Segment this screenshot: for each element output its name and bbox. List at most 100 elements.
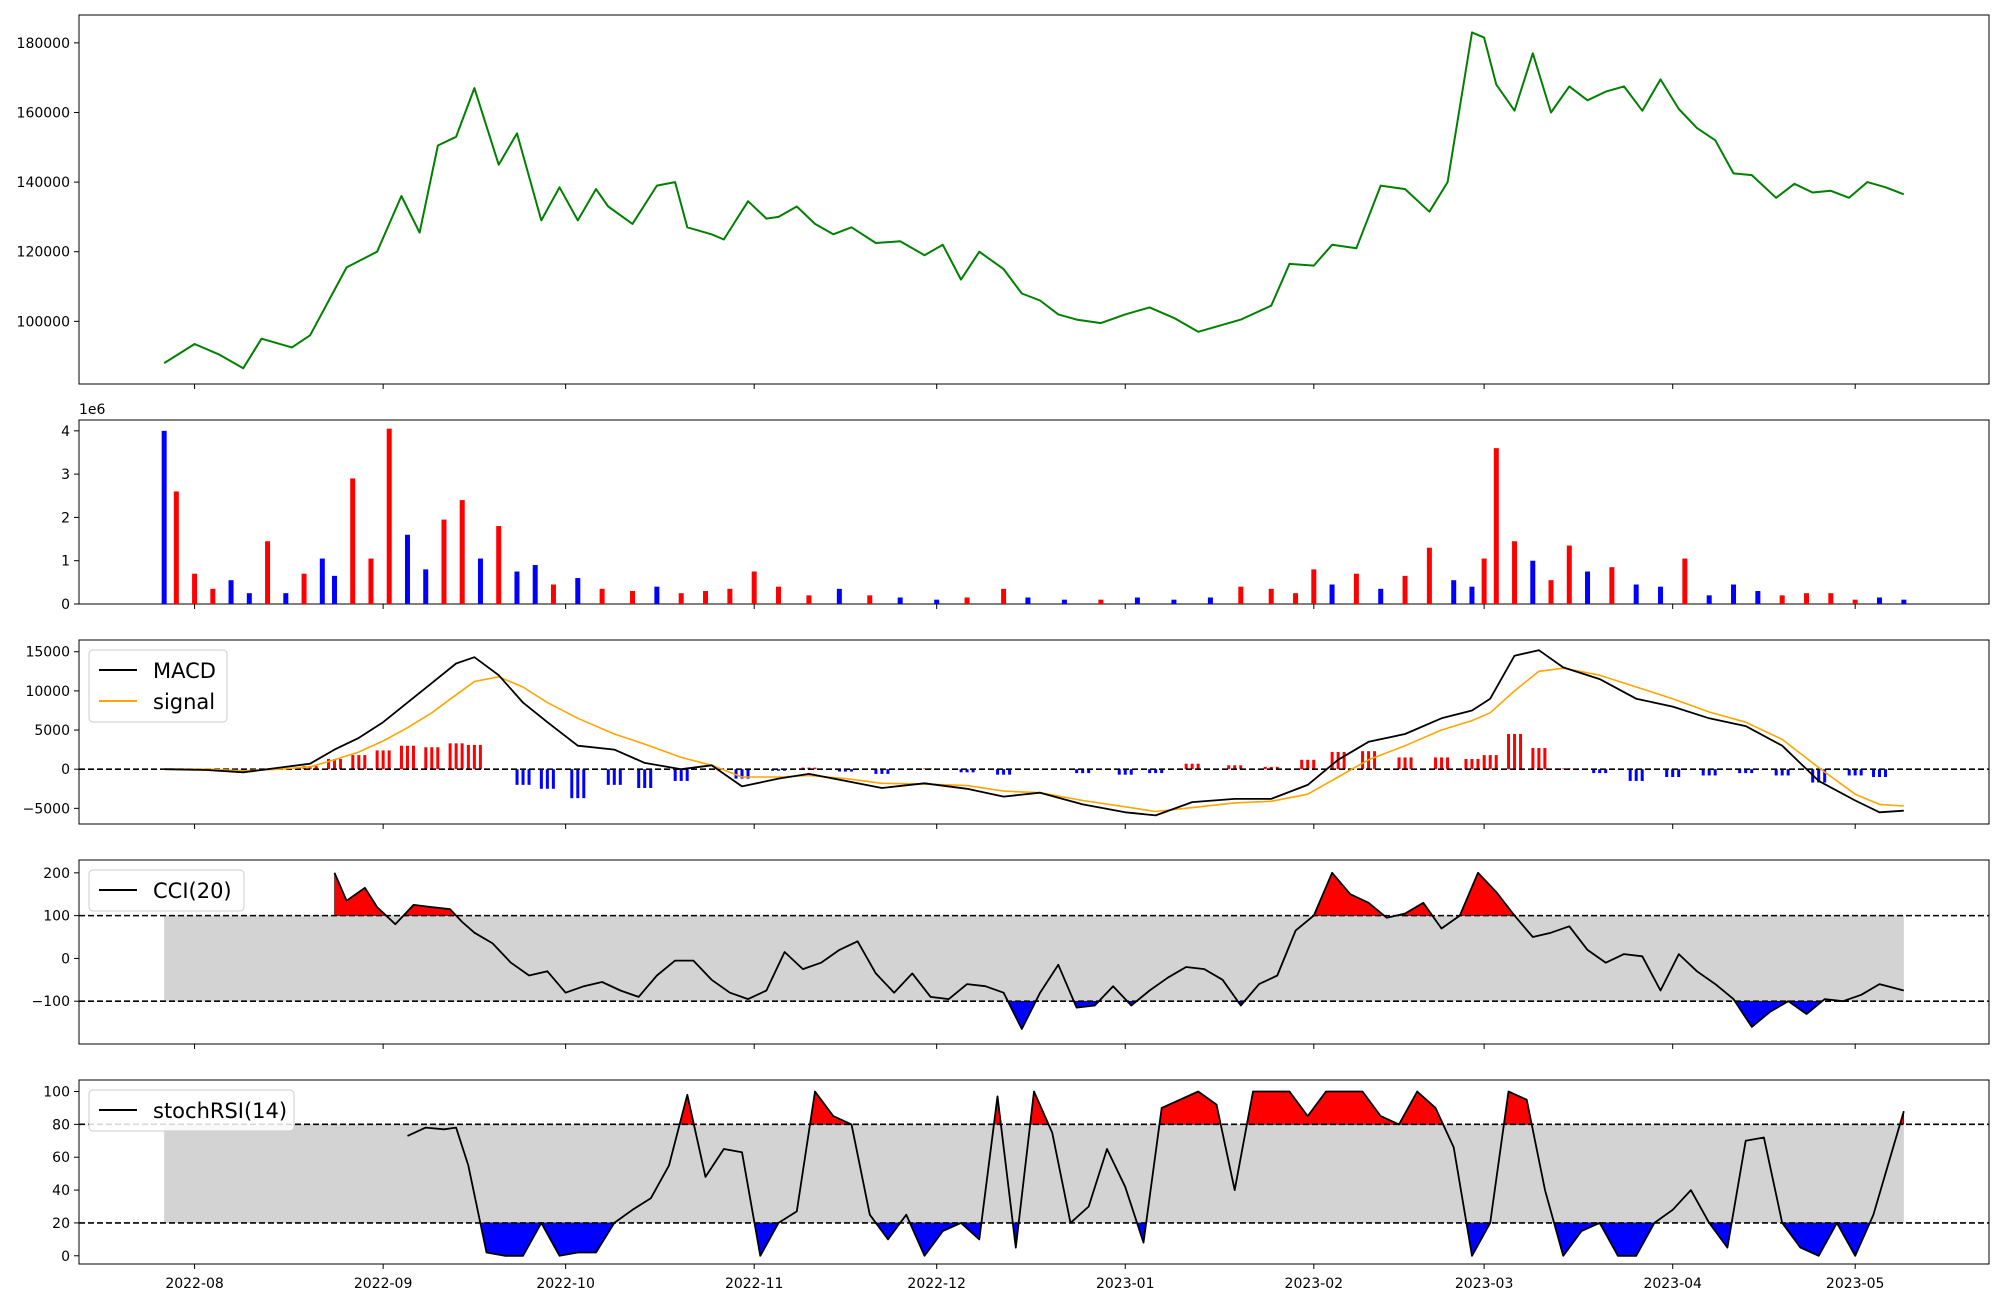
volume-bar — [1755, 591, 1761, 604]
volume-bar — [678, 593, 684, 604]
volume-bar — [1402, 575, 1408, 604]
volume-bar — [192, 573, 198, 604]
histogram-bar — [472, 744, 476, 770]
volume-bar — [246, 593, 252, 604]
histogram-bar — [1598, 769, 1602, 774]
volume-bar — [1451, 580, 1457, 604]
histogram-bar — [411, 745, 415, 770]
histogram-bar — [576, 769, 580, 799]
histogram-bar — [460, 743, 464, 770]
histogram-bar — [996, 769, 1000, 775]
histogram-bar — [1707, 769, 1711, 776]
y-tick-label: 4 — [61, 424, 70, 440]
volume-bar — [703, 591, 709, 604]
histogram-bar — [1087, 769, 1091, 774]
histogram-bar — [478, 744, 482, 770]
volume-bar — [1658, 586, 1664, 604]
histogram-bar — [1434, 757, 1438, 770]
histogram-bar — [1774, 769, 1778, 776]
volume-bar — [897, 597, 903, 604]
volume-bar — [550, 584, 556, 604]
volume-bar — [1731, 584, 1737, 604]
histogram-bar — [1884, 769, 1888, 778]
price-line — [163, 31, 1905, 370]
y-tick-label: −5000 — [23, 801, 70, 817]
histogram-bar — [1519, 733, 1523, 770]
histogram-bar — [332, 759, 336, 770]
panel-frame — [78, 859, 1990, 1045]
volume-bar — [1098, 599, 1104, 604]
volume-bar — [1311, 569, 1317, 604]
histogram-bar — [1628, 769, 1632, 781]
volume-bar — [1171, 599, 1177, 604]
histogram-bar — [1507, 733, 1511, 770]
volume-bar — [441, 519, 447, 604]
volume-bar — [1901, 599, 1907, 604]
histogram-bar — [612, 769, 616, 785]
stochrsi-line — [407, 1090, 1905, 1257]
histogram-bar — [515, 769, 519, 785]
histogram-bar — [886, 769, 890, 774]
volume-bar — [575, 578, 581, 604]
volume-bar — [1512, 541, 1518, 604]
volume-bar — [1706, 595, 1712, 604]
volume-bar — [599, 588, 605, 604]
histogram-bar — [448, 743, 452, 770]
volume-bar — [964, 597, 970, 604]
volume-bar — [331, 575, 337, 604]
histogram-bar — [1184, 763, 1188, 770]
histogram-bar — [521, 769, 525, 785]
histogram-bar — [387, 750, 391, 770]
histogram-bar — [1196, 763, 1200, 770]
histogram-bar — [1464, 759, 1468, 770]
volume-bar — [514, 571, 520, 604]
legend-label: signal — [153, 690, 215, 714]
histogram-bar — [1075, 769, 1079, 774]
histogram-bar — [1823, 769, 1827, 783]
histogram-bar — [874, 769, 878, 774]
volume-bar — [1238, 586, 1244, 604]
volume-bar — [1293, 593, 1299, 604]
histogram-bar — [405, 745, 409, 770]
x-tick-label: 2022-11 — [725, 1276, 784, 1292]
histogram-bar — [618, 769, 622, 785]
y-tick-label: 180000 — [17, 36, 70, 52]
volume-bar — [173, 491, 179, 604]
legend-box — [88, 649, 228, 723]
histogram-bar — [1008, 769, 1012, 775]
volume-bar — [1779, 595, 1785, 604]
volume-bar — [477, 558, 483, 604]
histogram-bar — [1342, 751, 1346, 770]
histogram-bar — [1853, 769, 1857, 776]
histogram-bar — [314, 766, 318, 770]
x-tick-label: 2022-09 — [354, 1276, 413, 1292]
histogram-bar — [1494, 755, 1498, 770]
volume-bar — [1633, 584, 1639, 604]
date-axis: 2022-08 2022-09 2022-10 2022-11 2022-12 2023-… — [165, 1276, 1884, 1292]
histogram-bar — [1397, 757, 1401, 770]
macd-line — [164, 649, 1904, 817]
histogram-bar — [1531, 748, 1535, 770]
histogram-bar — [430, 747, 434, 770]
y-tick-label: 140000 — [17, 175, 70, 191]
histogram-bar — [1117, 769, 1121, 775]
histogram-bar — [326, 759, 330, 770]
x-tick-label: 2022-10 — [536, 1276, 595, 1292]
histogram-bar — [1129, 769, 1133, 775]
histogram-bar — [1701, 769, 1705, 776]
histogram-bar — [746, 769, 750, 779]
y-tick-label: 15000 — [25, 645, 70, 661]
volume-bar — [1134, 597, 1140, 604]
x-tick-label: 2022-12 — [907, 1276, 966, 1292]
volume-bar — [1353, 573, 1359, 604]
legend-box — [88, 1089, 295, 1132]
histogram-bar — [673, 769, 677, 781]
x-tick-label: 2022-08 — [165, 1276, 224, 1292]
histogram-bar — [1403, 757, 1407, 770]
histogram-bar — [777, 769, 781, 771]
histogram-bar — [1361, 751, 1365, 770]
y-tick-label: 100 — [43, 909, 70, 925]
volume-bar — [319, 558, 325, 604]
volume-bar — [1877, 597, 1883, 604]
